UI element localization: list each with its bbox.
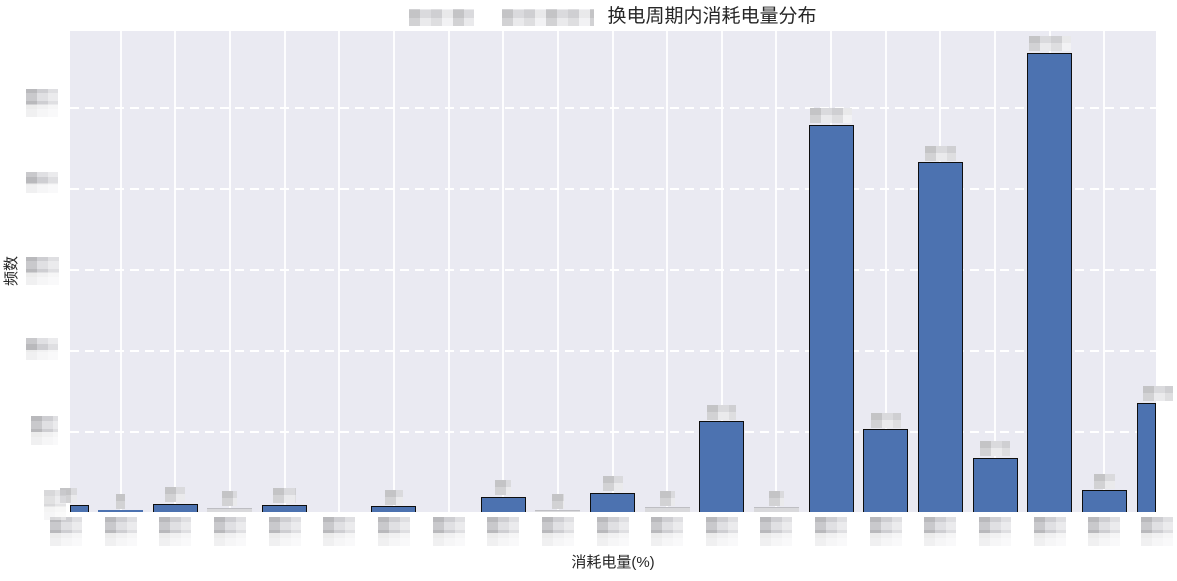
vertical-gridline xyxy=(228,31,231,512)
redacted-x-tick-label xyxy=(487,517,520,546)
histogram-bar xyxy=(753,507,799,512)
histogram-bar xyxy=(863,429,909,512)
histogram-bar xyxy=(590,492,635,512)
redacted-x-tick-label xyxy=(924,517,957,546)
redacted-x-tick-label xyxy=(596,517,629,546)
redacted-x-tick-label xyxy=(213,517,246,546)
redacted-y-tick-label xyxy=(26,89,58,117)
histogram-bar xyxy=(371,506,417,512)
vertical-gridline xyxy=(994,31,997,512)
redacted-x-tick-label xyxy=(651,517,684,546)
redacted-x-tick-label xyxy=(760,517,793,546)
vertical-gridline xyxy=(392,31,395,512)
vertical-gridline xyxy=(338,31,341,512)
histogram-bar xyxy=(535,510,581,512)
redacted-x-tick-label xyxy=(104,517,137,546)
vertical-gridline xyxy=(720,31,723,512)
histogram-bar xyxy=(808,124,854,512)
redacted-y-tick-label xyxy=(31,416,58,445)
histogram-bar xyxy=(1136,402,1156,512)
redacted-y-tick-label xyxy=(26,338,58,360)
histogram-bar xyxy=(644,507,690,512)
histogram-bar xyxy=(207,507,253,512)
redacted-x-tick-label xyxy=(377,517,410,546)
vertical-gridline xyxy=(611,31,614,512)
histogram-bar xyxy=(262,504,308,512)
chart-title: 换电周期内消耗电量分布 xyxy=(607,6,817,27)
vertical-gridline xyxy=(775,31,778,512)
redacted-x-tick-label xyxy=(705,517,738,546)
histogram-bar xyxy=(480,496,526,512)
redacted-x-tick-label xyxy=(268,517,301,546)
redacted-x-tick-label xyxy=(1141,517,1173,546)
redacted-x-tick-label xyxy=(432,517,465,546)
histogram-bar xyxy=(1027,52,1073,512)
y-axis-title: 频数 xyxy=(3,256,20,287)
histogram-bar xyxy=(972,457,1018,512)
redacted-title-prefix-block-2 xyxy=(502,8,595,26)
redacted-x-tick-label xyxy=(815,517,848,546)
redacted-y-tick-label xyxy=(44,490,66,520)
redacted-x-tick-label xyxy=(541,517,574,546)
redacted-x-tick-label xyxy=(869,517,902,546)
vertical-gridline xyxy=(884,31,887,512)
histogram-bar xyxy=(699,421,745,512)
redacted-x-tick-label xyxy=(50,517,82,546)
vertical-gridline xyxy=(447,31,450,512)
redacted-title-prefix-block-1 xyxy=(409,8,475,26)
redacted-x-tick-label xyxy=(1088,517,1121,546)
histogram-bar xyxy=(70,504,89,512)
histogram-bar xyxy=(98,510,144,512)
vertical-gridline xyxy=(1103,31,1106,512)
vertical-gridline xyxy=(666,31,669,512)
plot-area xyxy=(70,31,1156,512)
redacted-x-tick-label xyxy=(979,517,1012,546)
vertical-gridline xyxy=(556,31,559,512)
redacted-x-tick-label xyxy=(323,517,356,546)
histogram-bar xyxy=(1081,490,1127,512)
histogram-bar xyxy=(152,503,198,512)
vertical-gridline xyxy=(283,31,286,512)
vertical-gridline xyxy=(502,31,505,512)
vertical-gridline xyxy=(174,31,177,512)
x-axis-title: 消耗电量(%) xyxy=(571,554,655,571)
redacted-y-tick-label xyxy=(26,172,58,193)
title-row: 换电周期内消耗电量分布 xyxy=(70,4,1156,30)
histogram-bar xyxy=(917,162,963,512)
redacted-x-tick-label xyxy=(159,517,192,546)
vertical-gridline xyxy=(119,31,122,512)
redacted-y-tick-label xyxy=(26,257,59,285)
redacted-x-tick-label xyxy=(1033,517,1066,546)
